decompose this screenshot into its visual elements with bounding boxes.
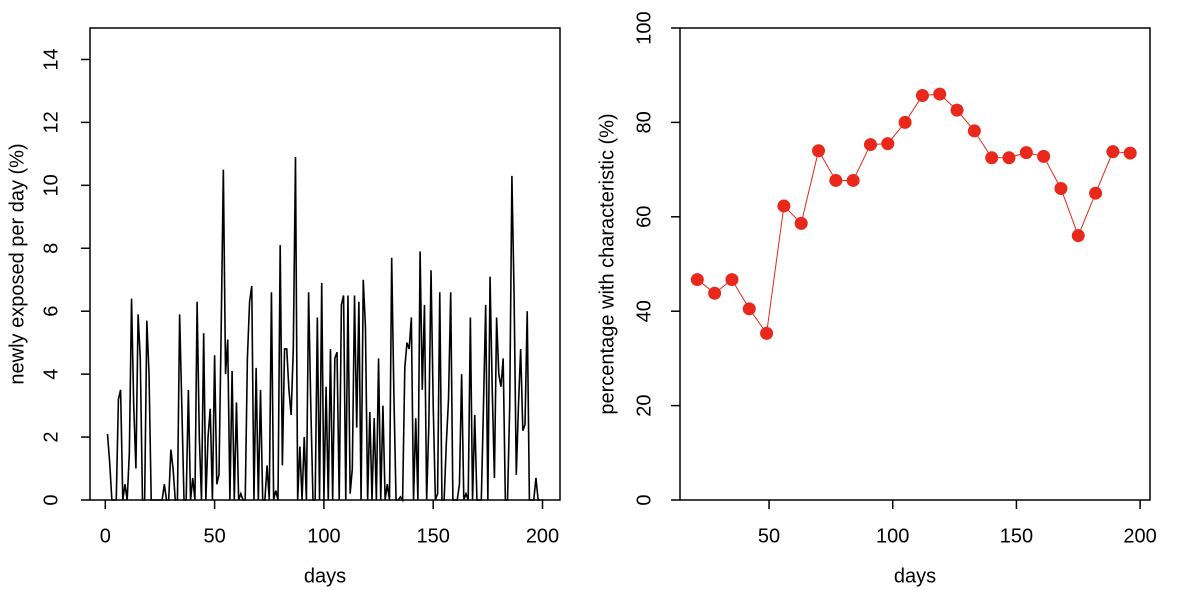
x-tick-label: 0 <box>100 525 111 547</box>
data-point <box>829 173 843 187</box>
y-tick-label: 14 <box>40 48 62 70</box>
x-tick-label: 50 <box>203 525 225 547</box>
y-tick-label: 10 <box>40 174 62 196</box>
y-tick-label: 20 <box>633 394 655 416</box>
data-line <box>697 93 1131 335</box>
data-point <box>863 138 877 152</box>
data-point <box>967 124 981 138</box>
data-point <box>742 302 756 316</box>
data-point <box>1106 145 1120 159</box>
data-point <box>1089 186 1103 200</box>
x-axis-label: days <box>304 565 346 587</box>
data-point <box>933 87 947 101</box>
data-point <box>812 144 826 158</box>
data-point <box>1019 146 1033 160</box>
y-tick-label: 8 <box>40 243 62 254</box>
x-tick-label: 100 <box>307 525 340 547</box>
data-point <box>1002 151 1016 165</box>
x-tick-label: 200 <box>1123 525 1156 547</box>
x-tick-label: 100 <box>876 525 909 547</box>
data-point <box>708 286 722 300</box>
y-tick-label: 4 <box>40 369 62 380</box>
x-tick-label: 150 <box>1000 525 1033 547</box>
data-point <box>1123 146 1137 160</box>
y-tick-label: 40 <box>633 300 655 322</box>
data-point <box>1071 229 1085 243</box>
data-point <box>725 273 739 287</box>
y-tick-label: 2 <box>40 432 62 443</box>
data-point <box>760 326 774 340</box>
y-tick-label: 0 <box>633 494 655 505</box>
data-point <box>898 115 912 129</box>
data-point <box>777 199 791 213</box>
x-tick-label: 50 <box>758 525 780 547</box>
y-tick-label: 100 <box>633 11 655 44</box>
data-point <box>794 216 808 230</box>
x-axis-label: days <box>894 565 936 587</box>
x-tick-label: 200 <box>526 525 559 547</box>
plot-frame <box>89 27 561 501</box>
data-point <box>1054 181 1068 195</box>
plot-frame <box>679 27 1151 501</box>
y-tick-label: 60 <box>633 206 655 228</box>
y-tick-label: 80 <box>633 111 655 133</box>
y-tick-label: 6 <box>40 306 62 317</box>
data-point <box>846 173 860 187</box>
x-tick-label: 150 <box>417 525 450 547</box>
y-tick-label: 12 <box>40 111 62 133</box>
data-point <box>950 103 964 117</box>
data-point <box>881 137 895 151</box>
y-axis-label: newly exposed per day (%) <box>6 143 28 384</box>
y-tick-label: 0 <box>40 494 62 505</box>
data-point <box>985 151 999 165</box>
data-point <box>690 273 704 287</box>
data-line <box>106 157 541 503</box>
y-axis-label: percentage with characteristic (%) <box>596 113 618 414</box>
data-point <box>1037 149 1051 163</box>
data-point <box>915 88 929 102</box>
